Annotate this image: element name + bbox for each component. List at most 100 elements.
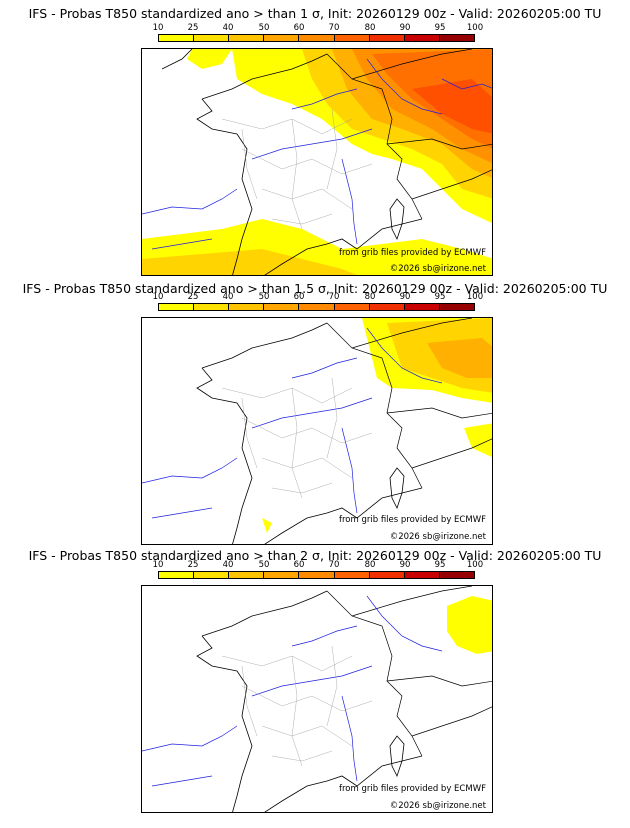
colorbar-label: 90 — [399, 560, 411, 570]
colorbar-label: 95 — [434, 560, 446, 570]
colorbar-label: 25 — [187, 23, 199, 33]
river — [291, 88, 358, 110]
colorbar-swatch — [439, 304, 474, 310]
colorbar-swatch — [229, 304, 265, 310]
colorbar-label: 90 — [399, 23, 411, 33]
panel-3-colorbar — [158, 571, 475, 579]
river — [142, 188, 238, 215]
river — [441, 78, 492, 90]
colorbar-label: 60 — [293, 23, 305, 33]
panel-3-credit-ecmwf: from grib files provided by ECMWF — [339, 784, 486, 794]
colorbar-label: 80 — [364, 292, 376, 302]
border — [386, 138, 492, 150]
coastline — [264, 755, 423, 812]
river — [341, 695, 358, 782]
colorbar-label: 80 — [364, 560, 376, 570]
river — [151, 775, 213, 787]
colorbar-swatch — [369, 304, 405, 310]
panel-2-map-svg — [142, 318, 492, 544]
colorbar-label: 40 — [222, 292, 234, 302]
colorbar-label: 90 — [399, 292, 411, 302]
panel-2: IFS - Probas T850 standardized ano > tha… — [0, 278, 630, 548]
river — [251, 128, 373, 160]
colorbar-swatch — [264, 35, 300, 41]
coastline — [201, 590, 328, 637]
border — [351, 49, 473, 80]
river — [341, 427, 358, 514]
border — [411, 706, 492, 737]
panel-1-map: from grib files provided by ECMWF ©2026 … — [141, 48, 493, 276]
river — [291, 625, 358, 647]
panel-1-colorbar-labels: 10 25 40 50 60 70 80 90 95 100 — [150, 23, 490, 33]
colorbar-label: 80 — [364, 23, 376, 33]
panel-1-colorbar — [158, 34, 475, 42]
prob-25 — [142, 249, 357, 275]
colorbar-label: 70 — [328, 292, 340, 302]
colorbar-swatch — [404, 304, 440, 310]
panel-3-map-svg — [142, 586, 492, 812]
panel-3-credit-site: ©2026 sb@irizone.net — [389, 801, 486, 811]
panel-1: IFS - Probas T850 standardized ano > tha… — [0, 0, 630, 278]
coastline — [161, 49, 193, 70]
panel-1-credit-ecmwf: from grib files provided by ECMWF — [339, 248, 486, 258]
prob-70 — [412, 79, 492, 134]
coastline — [201, 53, 328, 100]
river — [366, 595, 443, 652]
panel-1-credit-site: ©2026 sb@irizone.net — [389, 264, 486, 274]
colorbar-label: 10 — [152, 292, 164, 302]
colorbar-swatch — [229, 35, 265, 41]
prob-10 — [464, 423, 492, 458]
colorbar-label: 50 — [258, 560, 270, 570]
panel-3-title: IFS - Probas T850 standardized ano > tha… — [28, 548, 602, 563]
colorbar-swatch — [194, 572, 230, 578]
panel-2-colorbar — [158, 303, 475, 311]
panel-2-map: from grib files provided by ECMWF ©2026 … — [141, 317, 493, 545]
coastline — [196, 635, 253, 812]
colorbar-label: 40 — [222, 23, 234, 33]
river — [366, 58, 443, 115]
river — [142, 725, 238, 752]
colorbar-swatch — [404, 35, 440, 41]
colorbar-swatch — [194, 304, 230, 310]
colorbar-swatch — [159, 35, 195, 41]
panel-2-title: IFS - Probas T850 standardized ano > tha… — [22, 281, 608, 296]
colorbar-swatch — [369, 35, 405, 41]
colorbar-label: 95 — [434, 23, 446, 33]
border — [351, 586, 473, 617]
colorbar-label: 70 — [328, 560, 340, 570]
panel-2-credit-site: ©2026 sb@irizone.net — [389, 532, 486, 542]
colorbar-swatch — [334, 304, 370, 310]
colorbar-swatch — [439, 35, 474, 41]
colorbar-label: 100 — [466, 292, 484, 302]
river — [366, 327, 443, 384]
panel-1-map-svg — [142, 49, 492, 275]
colorbar-swatch — [264, 572, 300, 578]
colorbar-label: 95 — [434, 292, 446, 302]
colorbar-label: 60 — [293, 292, 305, 302]
admin-line — [221, 645, 373, 767]
colorbar-label: 40 — [222, 560, 234, 570]
colorbar-label: 25 — [187, 560, 199, 570]
coastline — [264, 487, 423, 544]
panel-3-map: from grib files provided by ECMWF ©2026 … — [141, 585, 493, 813]
colorbar-label: 50 — [258, 292, 270, 302]
border — [411, 169, 492, 200]
colorbar-label: 10 — [152, 23, 164, 33]
coastline — [389, 198, 405, 241]
colorbar-label: 70 — [328, 23, 340, 33]
colorbar-swatch — [404, 572, 440, 578]
prob-10 — [262, 518, 272, 533]
border — [351, 318, 473, 349]
coastline — [264, 218, 423, 275]
panel-3-colorbar-labels: 10 25 40 50 60 70 80 90 95 100 — [150, 560, 490, 570]
prob-40 — [427, 338, 492, 378]
colorbar-swatch — [299, 304, 335, 310]
border — [411, 438, 492, 469]
panel-3: IFS - Probas T850 standardized ano > tha… — [0, 548, 630, 828]
river — [142, 457, 238, 484]
colorbar-swatch — [299, 572, 335, 578]
colorbar-swatch — [439, 572, 474, 578]
admin-line — [221, 377, 373, 499]
border — [386, 675, 492, 687]
river — [291, 357, 358, 379]
